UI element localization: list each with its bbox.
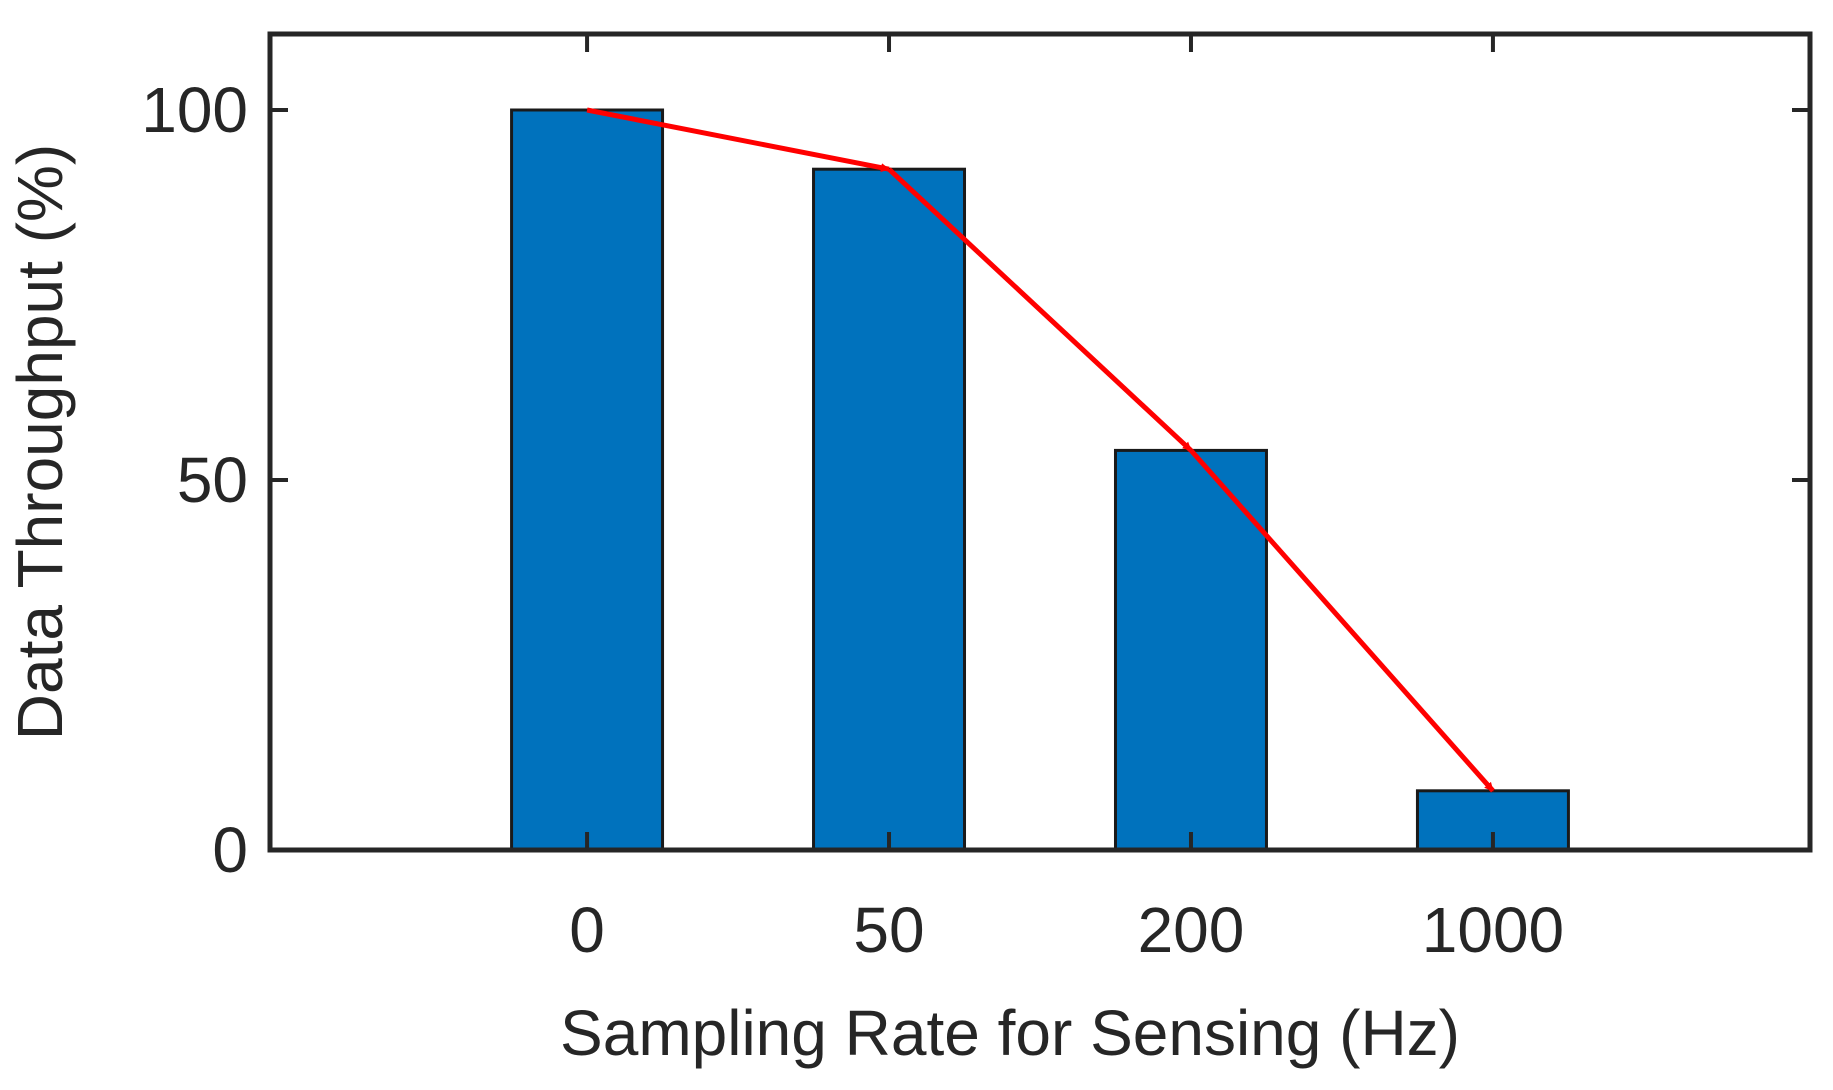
trend-arrow-200-to-1000 xyxy=(1189,448,1495,793)
x-tick-label-50: 50 xyxy=(853,894,924,966)
x-tick-label-0: 0 xyxy=(569,894,605,966)
trend-arrow-0-to-50 xyxy=(586,107,890,173)
ticks-layer xyxy=(270,34,1810,853)
y-tick-label-100: 100 xyxy=(141,74,248,146)
x-axis-title: Sampling Rate for Sensing (Hz) xyxy=(560,997,1460,1069)
x-tick-label-200: 200 xyxy=(1138,894,1245,966)
trend-arrows-layer xyxy=(586,107,1495,793)
y-axis-title: Data Throughput (%) xyxy=(4,144,76,740)
tick-labels-layer: 0 50 200 1000 0 50 100 xyxy=(141,74,1564,966)
plot-area xyxy=(267,31,1813,853)
bar-0 xyxy=(510,108,665,852)
y-tick-label-0: 0 xyxy=(212,814,248,886)
x-tick-label-1000: 1000 xyxy=(1422,894,1564,966)
trend-arrow-50-to-200 xyxy=(887,167,1193,453)
y-tick-label-50: 50 xyxy=(177,444,248,516)
bar-50 xyxy=(812,167,967,852)
